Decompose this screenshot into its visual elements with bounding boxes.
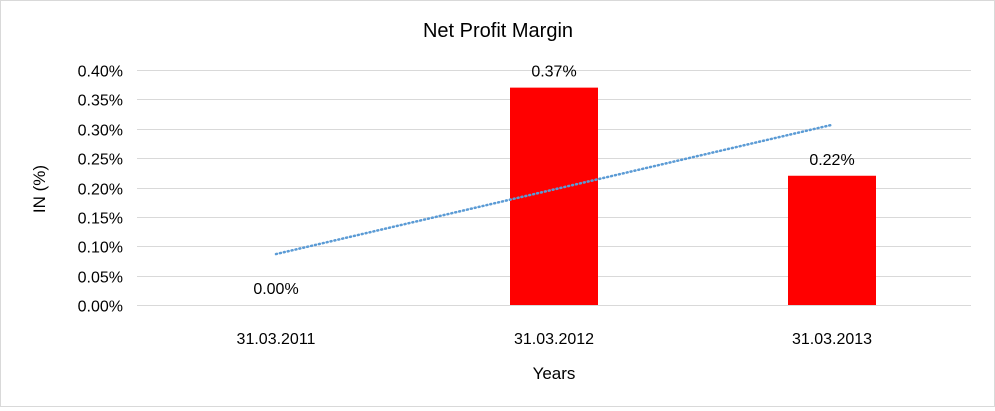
y-tick-label: 0.35% [78, 93, 123, 110]
bars [510, 87, 876, 305]
chart-title: Net Profit Margin [423, 20, 573, 42]
x-axis-ticks: 31.03.2011 31.03.2012 31.03.2013 [237, 331, 873, 348]
data-label: 0.22% [809, 152, 854, 169]
y-tick-label: 0.25% [78, 152, 123, 169]
y-tick-label: 0.00% [78, 299, 123, 316]
y-tick-label: 0.40% [78, 64, 123, 81]
y-tick-label: 0.10% [78, 240, 123, 257]
trendline-group [274, 123, 834, 256]
x-tick-label: 31.03.2012 [514, 331, 594, 348]
data-label: 0.00% [253, 281, 298, 298]
data-labels: 0.00% 0.37% 0.22% [253, 64, 854, 298]
y-tick-label: 0.20% [78, 182, 123, 199]
y-axis-label: IN (%) [30, 165, 49, 213]
y-tick-label: 0.05% [78, 270, 123, 287]
trendline [274, 123, 834, 256]
y-tick-label: 0.30% [78, 123, 123, 140]
y-axis-ticks: 0.00% 0.05% 0.10% 0.15% 0.20% 0.25% 0.30% 0.35%… [78, 64, 123, 316]
data-label: 0.37% [531, 64, 576, 81]
x-tick-label: 31.03.2011 [237, 331, 316, 348]
bar [788, 175, 876, 305]
x-tick-label: 31.03.2013 [792, 331, 872, 348]
x-axis-label: Years [533, 364, 576, 383]
y-tick-label: 0.15% [78, 211, 123, 228]
